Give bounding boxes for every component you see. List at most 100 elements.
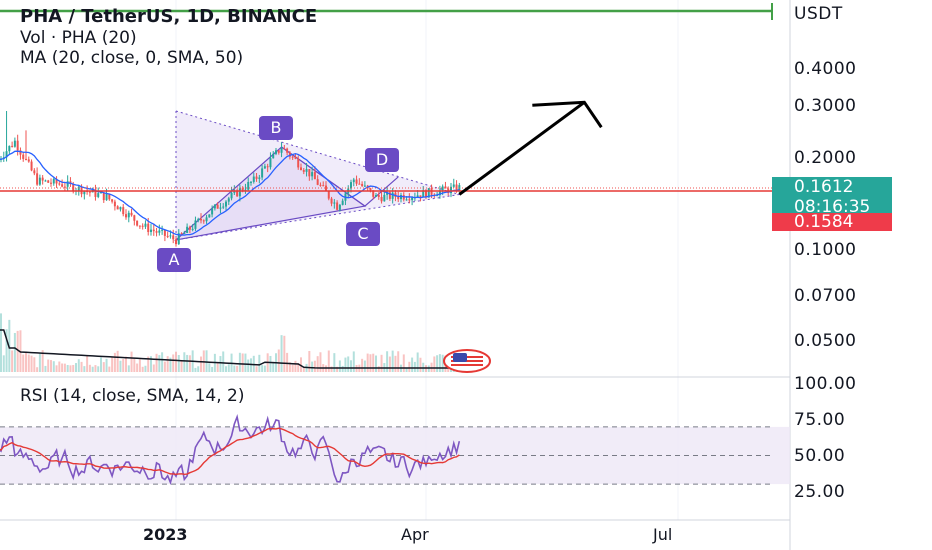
candle-body: [47, 180, 50, 183]
volume-bar: [50, 360, 52, 372]
candle-body: [197, 218, 200, 221]
candle-body: [388, 192, 391, 199]
candle-body: [372, 190, 375, 197]
volume-bar: [119, 360, 122, 372]
ma-legend[interactable]: MA (20, close, 0, SMA, 50): [20, 48, 244, 68]
price-tick-label: 0.0500: [794, 331, 857, 351]
candle-body: [133, 215, 136, 221]
pattern-point-a[interactable]: A: [157, 248, 191, 272]
candle-body: [44, 180, 47, 182]
volume-bar: [58, 361, 61, 372]
volume-bar: [141, 366, 144, 372]
candle-body: [361, 184, 364, 186]
candle-body: [88, 191, 91, 193]
volume-bar: [97, 366, 100, 372]
candle-body: [338, 204, 341, 210]
volume-bar: [280, 335, 283, 372]
candle-body: [238, 188, 241, 197]
candle-body: [227, 198, 230, 202]
pattern-point-b[interactable]: B: [259, 116, 293, 140]
volume-bar: [86, 355, 89, 372]
candle-body: [63, 186, 66, 188]
us-flag-icon[interactable]: [443, 349, 491, 373]
volume-bar: [436, 355, 439, 372]
triangle-upper-edge: [175, 110, 460, 195]
candle-body: [411, 197, 414, 201]
ma-price-tag: 0.1584: [772, 213, 892, 231]
candle-body: [230, 192, 233, 199]
candle-body: [119, 207, 122, 210]
volume-bar: [63, 363, 66, 372]
candle-body: [127, 212, 130, 218]
volume-bar: [136, 363, 139, 372]
candle-body: [355, 179, 358, 184]
volume-bar: [152, 364, 155, 372]
candle-body: [441, 186, 444, 191]
volume-legend[interactable]: Vol · PHA (20): [20, 28, 137, 48]
candle-body: [380, 196, 383, 202]
volume-bar: [341, 365, 344, 372]
price-tick-label: 0.0700: [794, 286, 857, 306]
volume-bar: [327, 350, 330, 372]
price-tick-label: 0.1000: [794, 240, 857, 260]
candle-body: [452, 184, 455, 187]
volume-bar: [402, 354, 405, 372]
volume-bar: [419, 357, 422, 372]
volume-bar: [183, 352, 186, 372]
time-tick-label: Apr: [401, 525, 429, 544]
candle-body: [102, 192, 105, 201]
candle-body: [111, 199, 114, 202]
candle-body: [333, 202, 336, 204]
candle-body: [147, 223, 150, 233]
volume-bar: [350, 360, 352, 372]
volume-bar: [55, 365, 58, 372]
volume-bar: [238, 352, 241, 372]
candle-body: [352, 179, 355, 183]
rsi-legend[interactable]: RSI (14, close, SMA, 14, 2): [20, 386, 245, 406]
volume-bar: [363, 360, 366, 372]
candle-body: [277, 150, 280, 153]
volume-bar: [236, 365, 239, 372]
candle-body: [144, 223, 147, 227]
candle-body: [363, 185, 366, 187]
candle-body: [247, 181, 250, 190]
candle-body: [188, 226, 191, 230]
candle-body: [400, 195, 402, 200]
volume-bar: [352, 351, 355, 372]
candle-body: [138, 225, 141, 227]
volume-bar: [394, 355, 397, 372]
volume-bar: [16, 330, 19, 372]
volume-bar: [102, 362, 105, 372]
symbol-title[interactable]: PHA / TetherUS, 1D, BINANCE: [20, 6, 318, 27]
volume-bar: [316, 356, 319, 372]
candle-body: [275, 150, 277, 154]
candle-body: [55, 178, 58, 184]
volume-bar: [441, 354, 444, 372]
volume-bar: [433, 356, 436, 372]
volume-bar: [447, 365, 450, 372]
rsi-tick-label: 50.00: [794, 446, 846, 466]
volume-bar: [158, 355, 161, 372]
volume-ma-line: [0, 329, 460, 369]
volume-bar: [27, 354, 30, 372]
volume-bar: [288, 362, 291, 372]
candle-body: [77, 186, 80, 191]
candle-body: [311, 172, 314, 177]
pattern-point-d[interactable]: D: [365, 148, 399, 172]
pattern-point-c[interactable]: C: [346, 222, 380, 246]
currency-label[interactable]: USDT: [794, 4, 843, 24]
candle-body: [350, 182, 352, 189]
volume-bar: [319, 352, 322, 372]
candle-body: [108, 194, 111, 200]
candle-body: [377, 195, 380, 197]
volume-bar: [241, 353, 244, 372]
volume-bar: [22, 354, 25, 372]
volume-bar: [233, 365, 236, 372]
candle-body: [155, 231, 158, 233]
volume-bar: [116, 350, 119, 372]
volume-bar: [336, 366, 339, 372]
volume-bar: [372, 353, 375, 372]
candle-body: [422, 190, 425, 198]
volume-bar: [133, 358, 136, 372]
